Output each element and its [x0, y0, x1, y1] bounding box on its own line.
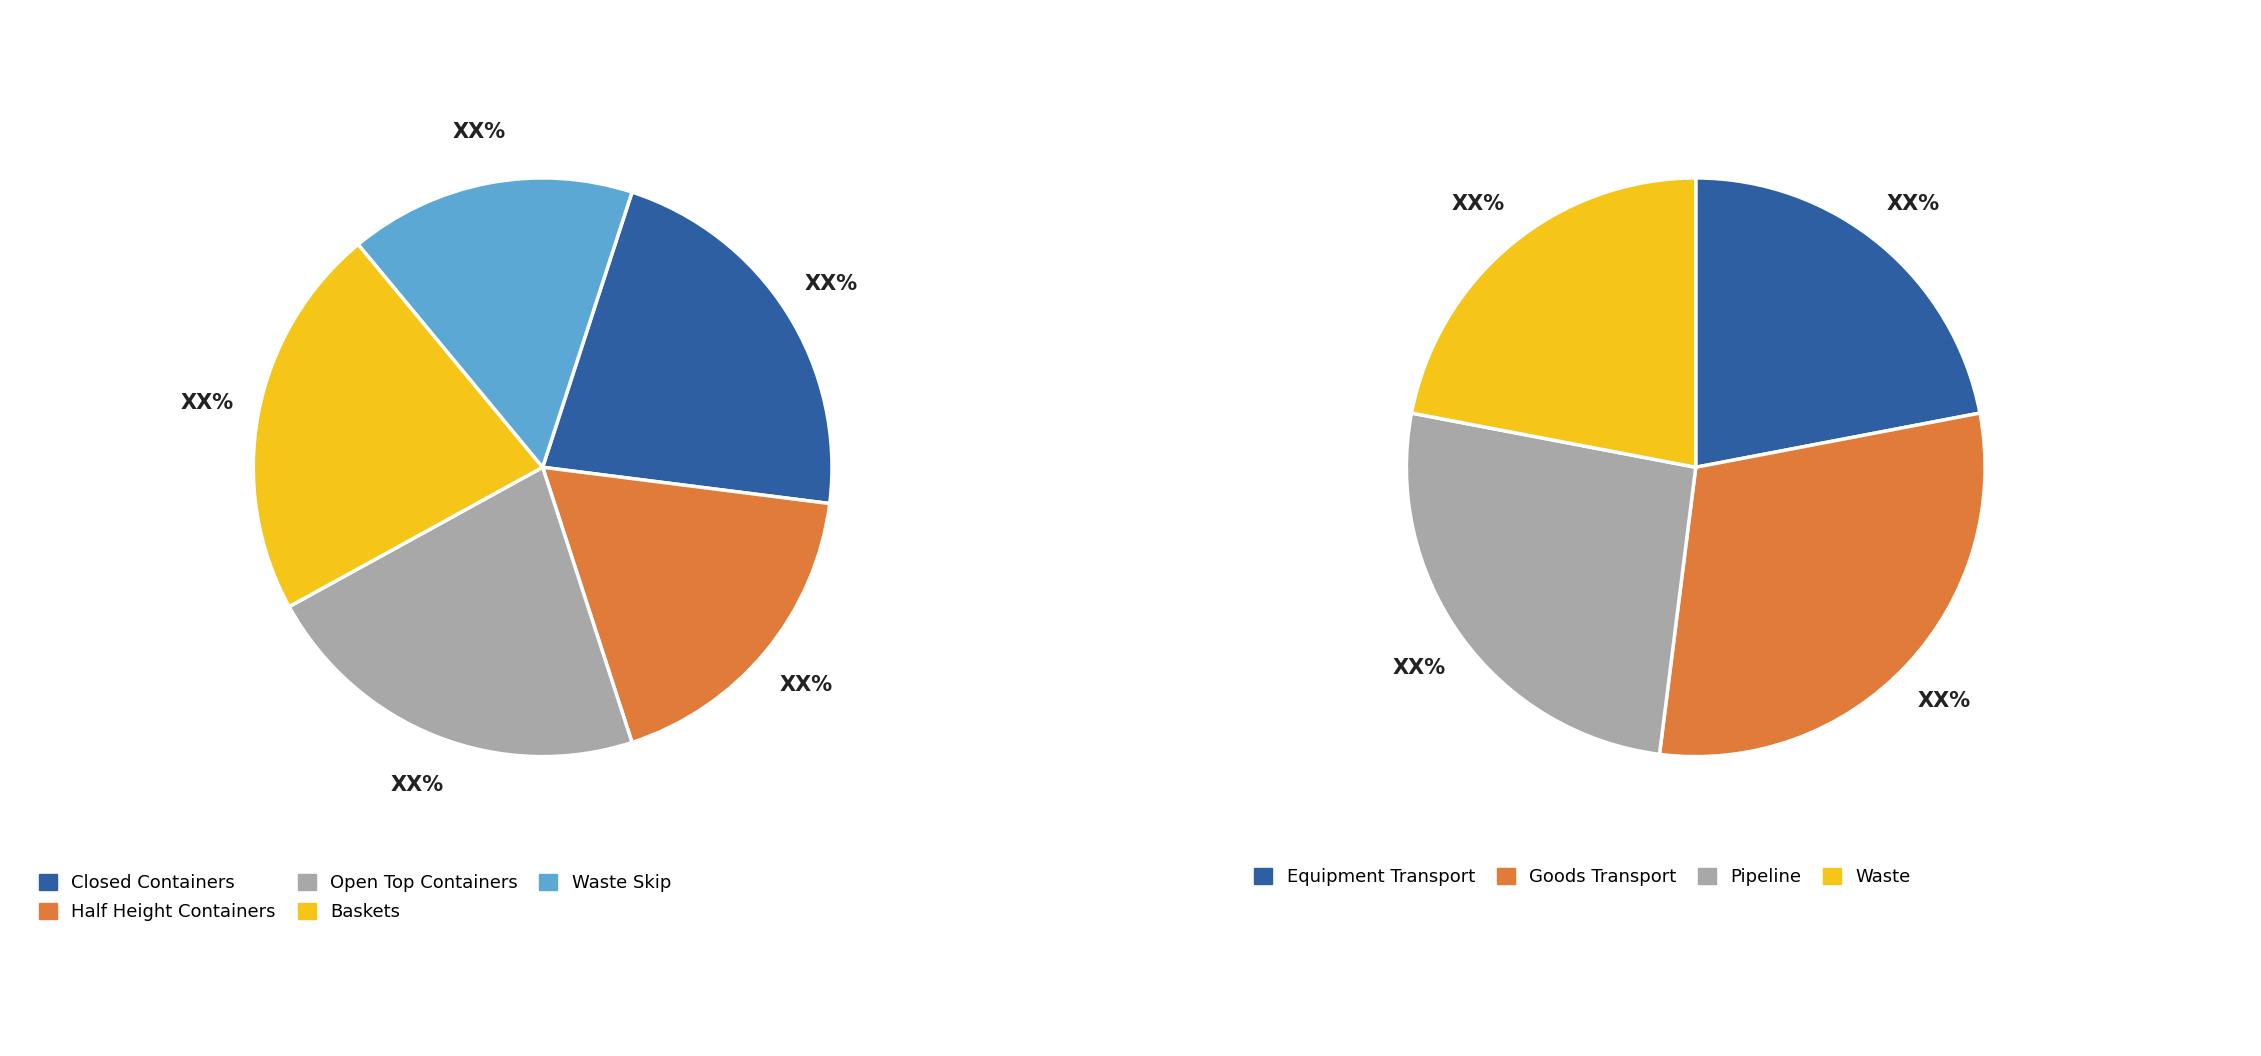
Text: Fig. Global Offshore Containers Market Share by Product Types & Application: Fig. Global Offshore Containers Market S…	[27, 48, 1239, 75]
Wedge shape	[543, 467, 830, 742]
Text: XX%: XX%	[805, 275, 857, 295]
Wedge shape	[253, 244, 543, 607]
Wedge shape	[1660, 413, 1985, 756]
Text: XX%: XX%	[780, 675, 832, 695]
Text: XX%: XX%	[1393, 658, 1447, 678]
Wedge shape	[1411, 177, 1696, 467]
Text: XX%: XX%	[181, 393, 233, 413]
Text: Source: Theindustrystats Analysis: Source: Theindustrystats Analysis	[45, 1000, 391, 1018]
Wedge shape	[1696, 177, 1981, 467]
Wedge shape	[357, 178, 633, 467]
Text: XX%: XX%	[1888, 194, 1940, 214]
Text: XX%: XX%	[452, 121, 504, 142]
Wedge shape	[289, 467, 633, 756]
Text: XX%: XX%	[391, 775, 443, 795]
Text: XX%: XX%	[1917, 691, 1972, 711]
Legend: Equipment Transport, Goods Transport, Pipeline, Waste: Equipment Transport, Goods Transport, Pi…	[1248, 861, 1917, 893]
Text: Website: www.theindustrystats.com: Website: www.theindustrystats.com	[1671, 1000, 2037, 1018]
Wedge shape	[543, 192, 832, 504]
Wedge shape	[1406, 413, 1696, 754]
Text: Email: sales@theindustrystats.com: Email: sales@theindustrystats.com	[771, 1000, 1128, 1018]
Text: XX%: XX%	[1452, 194, 1504, 214]
